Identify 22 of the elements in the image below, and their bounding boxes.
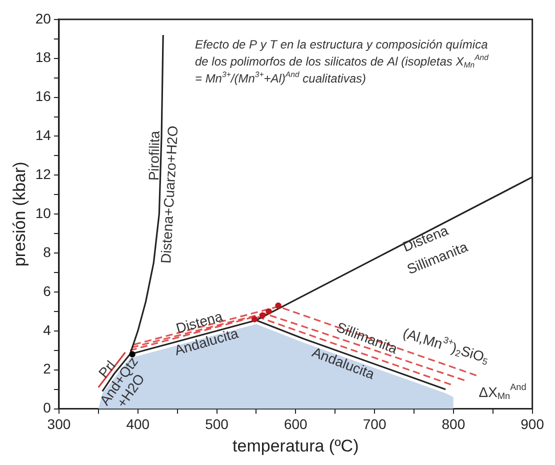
- x-tick-label: 600: [284, 416, 308, 432]
- y-tick-label: 14: [35, 127, 52, 144]
- x-tick-label: 900: [520, 416, 544, 432]
- y-tick-label: 10: [35, 204, 52, 221]
- y-tick-label: 12: [35, 166, 52, 182]
- y-tick-label: 18: [35, 49, 52, 66]
- x-tick-label: 800: [442, 416, 466, 432]
- x-tick-label: 400: [126, 416, 150, 432]
- y-axis-title: presión (kbar): [10, 162, 29, 267]
- annotation: Pirofilita: [145, 130, 162, 181]
- y-tick-label: 6: [43, 282, 52, 299]
- y-tick-label: 0: [43, 400, 52, 416]
- y-tick-label: 4: [43, 322, 52, 338]
- x-tick-label: 300: [47, 416, 71, 432]
- y-tick-label: 16: [35, 88, 52, 104]
- x-tick-label: 700: [362, 416, 386, 432]
- y-tick-label: 2: [43, 360, 52, 377]
- x-axis-title: temperatura (ºC): [232, 436, 359, 456]
- y-tick-label: 8: [43, 244, 52, 260]
- y-tick-label: 20: [35, 10, 52, 26]
- annotation: (Al,Mn3+)2SiO5: [401, 324, 489, 368]
- x-tick-label: 500: [205, 416, 229, 432]
